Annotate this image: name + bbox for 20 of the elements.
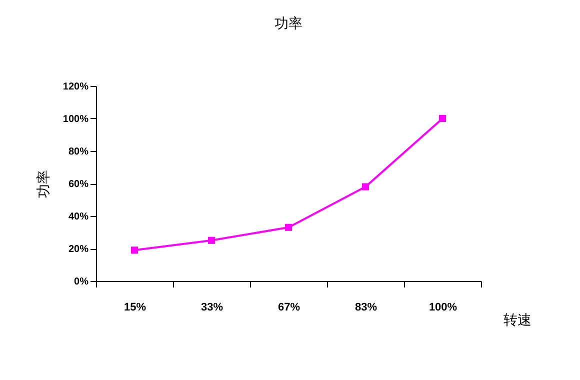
- y-tick-label: 60%: [68, 179, 89, 190]
- y-tick-label: 20%: [68, 244, 89, 255]
- x-tick-label: 33%: [200, 302, 224, 314]
- x-tick-label: 67%: [278, 302, 300, 314]
- x-tick-label: 100%: [428, 302, 458, 314]
- y-tick-label: 40%: [68, 212, 89, 222]
- x-tick-label: 15%: [124, 302, 146, 314]
- chart-title: 功率: [274, 15, 302, 31]
- point: [130, 246, 138, 254]
- y-tick-label: 80%: [68, 146, 89, 158]
- x-tick-label: 83%: [354, 302, 378, 314]
- y-tick-label: 100%: [62, 114, 89, 125]
- point: [362, 183, 370, 190]
- y-tick-label: 120%: [62, 82, 89, 92]
- point: [284, 224, 292, 231]
- y-axis-title: 功率: [34, 170, 51, 198]
- point: [208, 236, 216, 244]
- y-tick-label: 0%: [74, 276, 89, 288]
- x-axis-title: 转速: [504, 312, 532, 328]
- point: [438, 114, 446, 122]
